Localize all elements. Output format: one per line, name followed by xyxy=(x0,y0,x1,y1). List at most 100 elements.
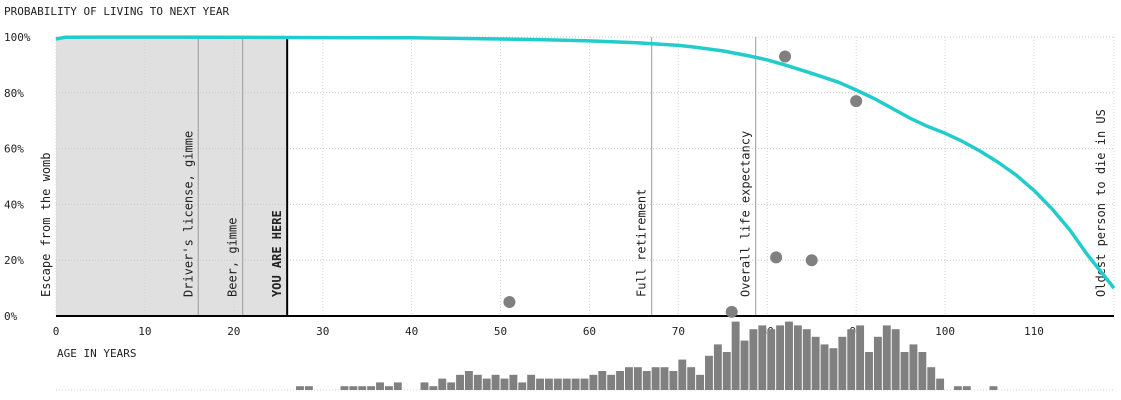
histogram-bar xyxy=(696,374,705,390)
histogram-bar xyxy=(722,352,731,390)
histogram-bar xyxy=(705,355,713,390)
histogram-bar xyxy=(927,367,936,390)
histogram-bar xyxy=(358,386,367,390)
data-point xyxy=(805,254,818,267)
histogram-bar xyxy=(678,359,687,390)
x-tick-label: 0 xyxy=(53,325,60,338)
histogram-bar xyxy=(847,329,856,390)
histogram-bar xyxy=(740,340,749,390)
histogram-bar xyxy=(376,382,384,390)
data-point xyxy=(770,251,783,264)
x-tick-label: 10 xyxy=(138,325,151,338)
histogram-bar xyxy=(393,382,402,390)
histogram-bar xyxy=(447,382,456,390)
survival-line xyxy=(55,35,1116,290)
histogram-bar xyxy=(367,386,376,390)
data-point xyxy=(725,305,738,318)
y-tick-label: 40% xyxy=(4,198,24,211)
histogram-bar xyxy=(509,374,518,390)
histogram-bar xyxy=(891,329,900,390)
grid-lines xyxy=(55,36,1115,316)
histogram-bar xyxy=(873,336,882,390)
histogram-bar xyxy=(687,367,696,390)
y-tick-label: 20% xyxy=(4,254,24,267)
histogram-bar xyxy=(544,378,553,390)
x-tick-label: 110 xyxy=(1024,325,1044,338)
y-tick-label: 80% xyxy=(4,87,24,100)
histogram-bar xyxy=(669,371,678,390)
histogram-bar xyxy=(384,386,393,390)
histogram-bar xyxy=(660,367,669,390)
marker-label: Overall life expectancy xyxy=(739,131,753,297)
marker-label: Full retirement xyxy=(635,189,649,297)
histogram-bar xyxy=(456,374,464,390)
histogram-bar xyxy=(758,325,767,390)
histogram-bar xyxy=(429,386,438,390)
histogram-bar xyxy=(953,386,962,390)
histogram-bar xyxy=(820,344,829,390)
data-point xyxy=(850,95,863,108)
histogram-bar xyxy=(482,378,491,390)
x-tick-label: 40 xyxy=(405,325,418,338)
histogram-bar xyxy=(962,386,971,390)
histogram-bar xyxy=(633,367,642,390)
histogram-bar xyxy=(500,378,509,390)
histogram-bar xyxy=(518,382,527,390)
x-axis-ticks: 0102030405060708090100110 xyxy=(53,325,1044,338)
histogram-bar xyxy=(767,329,776,390)
histogram-bar xyxy=(651,367,660,390)
histogram-bar xyxy=(598,371,607,390)
histogram-bar xyxy=(749,329,758,390)
marker-label: YOU ARE HERE xyxy=(270,210,284,297)
histogram-bar xyxy=(340,386,349,390)
y-tick-label: 100% xyxy=(4,31,31,44)
histogram-bar xyxy=(571,378,580,390)
past-shade xyxy=(56,37,288,316)
histogram-bar xyxy=(438,378,447,390)
histogram-bar xyxy=(882,325,891,390)
histogram-bar xyxy=(838,336,847,390)
histogram-bar xyxy=(811,336,820,390)
histogram-bar xyxy=(589,374,598,390)
y-tick-label: 0% xyxy=(4,310,18,323)
histogram-bar xyxy=(536,378,544,390)
x-tick-label: 100 xyxy=(935,325,955,338)
histogram-bar xyxy=(464,371,473,390)
histogram-bar xyxy=(793,325,802,390)
chart-title: PROBABILITY OF LIVING TO NEXT YEAR xyxy=(4,5,230,18)
data-point xyxy=(779,50,792,63)
marker-label: Driver's license, gimme xyxy=(181,131,195,297)
histogram-bar xyxy=(856,325,865,390)
histogram-bar xyxy=(989,386,998,390)
histogram-bar xyxy=(349,386,358,390)
histogram-bar xyxy=(580,378,589,390)
histogram-bar xyxy=(616,371,625,390)
histogram-bar xyxy=(473,374,482,390)
histogram-bar xyxy=(304,386,313,390)
histogram-bar xyxy=(625,367,633,390)
histogram-bar xyxy=(491,374,500,390)
histogram-bar xyxy=(553,378,562,390)
histogram-bar xyxy=(936,378,945,390)
x-tick-label: 30 xyxy=(316,325,329,338)
histogram-bar xyxy=(607,374,616,390)
data-point xyxy=(503,296,516,309)
histogram-bar xyxy=(865,352,873,390)
histogram-bar xyxy=(802,329,811,390)
age-histogram xyxy=(56,321,1114,391)
marker-label: Oldest person to die in US xyxy=(1094,109,1108,297)
histogram-bar xyxy=(900,352,909,390)
y-tick-label: 60% xyxy=(4,143,24,156)
x-tick-label: 50 xyxy=(494,325,507,338)
histogram-bar xyxy=(829,348,838,390)
marker-label: Beer, gimme xyxy=(226,218,240,297)
shaded-past-region xyxy=(56,37,288,316)
x-tick-label: 60 xyxy=(583,325,596,338)
data-points xyxy=(503,50,863,318)
histogram-bar xyxy=(776,325,785,390)
histogram-bar xyxy=(642,371,651,390)
marker-label: Escape from the womb xyxy=(39,153,53,298)
histogram-bar xyxy=(527,374,536,390)
histogram-bar xyxy=(909,344,918,390)
